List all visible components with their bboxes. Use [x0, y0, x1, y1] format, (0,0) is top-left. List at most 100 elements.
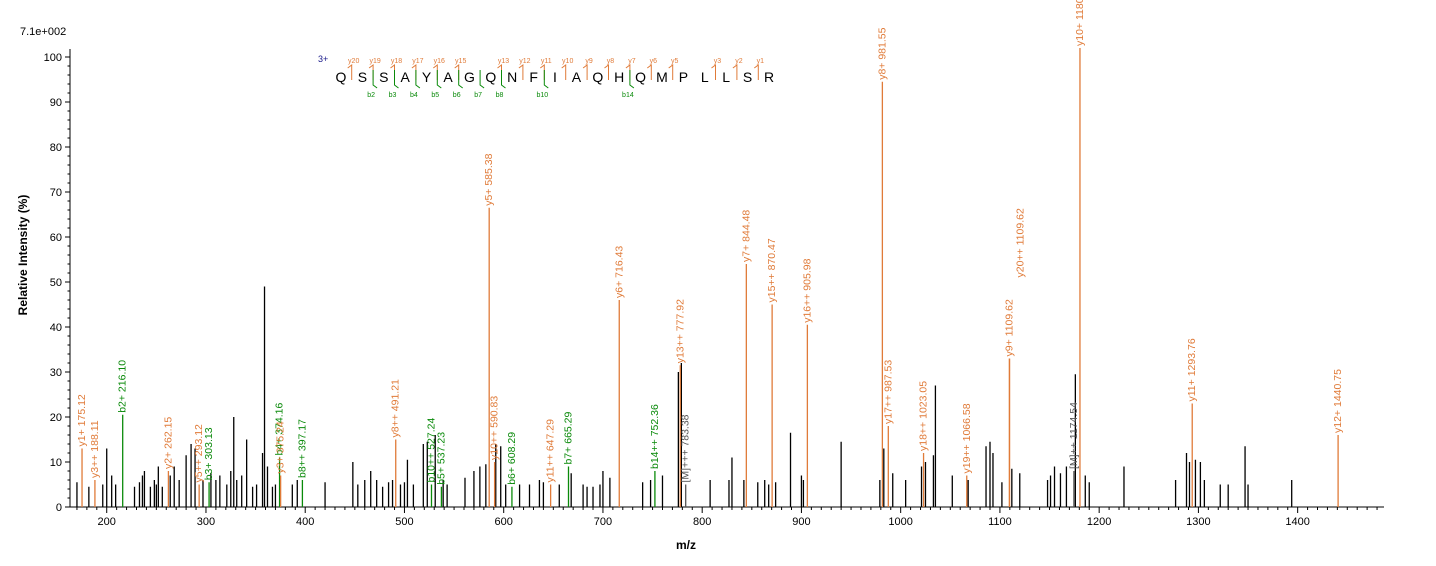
peak-label: y7+ 844.48	[740, 210, 752, 262]
y-cleavage-mark	[390, 64, 395, 80]
peak-label: y6+ 716.43	[613, 246, 625, 298]
y-cleavage-mark	[668, 64, 674, 80]
b-cleavage-mark	[501, 70, 506, 89]
y-cleavage-mark	[561, 64, 567, 80]
y-cleavage-mark	[625, 64, 631, 80]
y-ion-label: y17	[412, 58, 423, 65]
y-cleavage-mark	[454, 64, 460, 80]
peak-label: b10++ 527.24	[426, 418, 438, 483]
b-ion-label: b10	[536, 92, 548, 99]
b-ion-label: b14	[622, 92, 634, 99]
residue: S	[379, 69, 388, 85]
residue: S	[743, 69, 752, 85]
peak-label: y9+ 1109.62	[1004, 299, 1016, 356]
y-cleavage-mark	[347, 64, 353, 80]
y-ion-label: y2	[735, 58, 743, 65]
x-tick-label: 1000	[888, 516, 912, 528]
y-ion-label: y15	[455, 58, 466, 65]
x-tick-label: 1300	[1186, 516, 1210, 528]
y-axis-title: Relative Intensity (%)	[16, 195, 30, 316]
peak-label: y13++ 777.92	[674, 299, 686, 363]
y-cleavage-mark	[497, 64, 502, 80]
residue: P	[679, 69, 688, 85]
x-axis-title: m/z	[676, 538, 696, 552]
y-tick-label: 100	[44, 52, 62, 64]
y-tick-label: 0	[56, 502, 62, 514]
y-cleavage-mark	[582, 64, 588, 80]
residue: Y	[422, 69, 432, 85]
y-tick-label: 40	[50, 322, 62, 334]
x-tick-label: 1400	[1285, 516, 1309, 528]
peak-label: [M]++ 1174.54	[1068, 402, 1080, 469]
residue: L	[722, 69, 730, 85]
y-tick-label: 60	[50, 232, 62, 244]
b-ion-label: b5	[431, 92, 439, 99]
peak-label: b2+ 216.10	[117, 360, 129, 413]
peak-label: y19++ 1066.58	[961, 403, 973, 473]
y-cleavage-mark	[754, 64, 759, 80]
residue: Q	[485, 69, 496, 85]
y-ion-label: y13	[498, 58, 509, 65]
peak-label: y18++ 1023.05	[918, 381, 930, 451]
x-tick-label: 200	[98, 516, 116, 528]
y-cleavage-mark	[647, 64, 652, 80]
peak-label: y8++ 491.21	[390, 379, 402, 438]
peak-label: y10+ 1180.65	[1074, 0, 1086, 46]
b-ion-label: b4	[410, 92, 418, 99]
b-cleavage-mark	[543, 70, 549, 89]
b-ion-label: b3	[389, 92, 397, 99]
residue: N	[507, 69, 517, 85]
y-ion-label: y7	[628, 58, 636, 65]
peak-label: b3+ 303.13	[203, 427, 215, 480]
peak-label: y8+ 981.55	[876, 27, 888, 79]
b-cleavage-mark	[415, 70, 421, 89]
charge-state: 3+	[318, 54, 328, 64]
b-cleavage-mark	[479, 70, 485, 89]
peak-label: y5++ 293.12	[193, 424, 205, 483]
b-cleavage-mark	[372, 70, 378, 89]
peak-label: b7+ 665.29	[563, 411, 575, 464]
peak-label: b6+ 608.29	[506, 432, 518, 485]
residue: S	[358, 69, 367, 85]
y-tick-label: 30	[50, 367, 62, 379]
residue: A	[401, 69, 411, 85]
b-ion-label: b7	[474, 92, 482, 99]
y-tick-label: 80	[50, 142, 62, 154]
residue: F	[529, 69, 538, 85]
b-cleavage-mark	[436, 70, 442, 89]
b-cleavage-mark	[629, 70, 635, 89]
b-cleavage-mark	[394, 70, 399, 89]
y-tick-label: 20	[50, 412, 62, 424]
x-tick-label: 500	[395, 516, 413, 528]
x-tick-label: 1100	[988, 516, 1012, 528]
peak-label: b8++ 397.17	[296, 419, 308, 478]
peak-label: y1+ 175.12	[76, 394, 88, 446]
peak-label: y20++ 1109.62	[1015, 208, 1027, 277]
peak-label: y10++ 590.83	[489, 396, 501, 460]
y-ion-label: y9	[585, 58, 593, 65]
y-ion-label: y18	[391, 58, 402, 65]
y-ion-label: y3	[714, 58, 722, 65]
y-cleavage-mark	[518, 64, 524, 80]
residue: R	[764, 69, 774, 85]
peak-label: y12+ 1440.75	[1332, 369, 1344, 433]
b-ion-label: b6	[453, 92, 461, 99]
y-cleavage-mark	[368, 64, 374, 80]
b-cleavage-mark	[458, 70, 463, 89]
y-cleavage-mark	[732, 64, 738, 80]
peak-label: y2+ 262.15	[162, 417, 174, 469]
y-ion-label: y11	[541, 58, 552, 65]
y-ion-label: y1	[757, 58, 765, 65]
peak-label: y15++ 870.47	[766, 238, 778, 302]
peak-label: y16++ 905.98	[801, 258, 813, 322]
y-ion-label: y20	[348, 58, 359, 65]
residue: Q	[592, 69, 603, 85]
peak-label: b5+ 537.23	[435, 432, 447, 485]
b-ion-label: b8	[496, 92, 504, 99]
peak-label: b4+ 374.16	[274, 402, 286, 455]
residue: L	[701, 69, 709, 85]
b-ion-label: b2	[367, 92, 375, 99]
y-cleavage-mark	[411, 64, 417, 80]
